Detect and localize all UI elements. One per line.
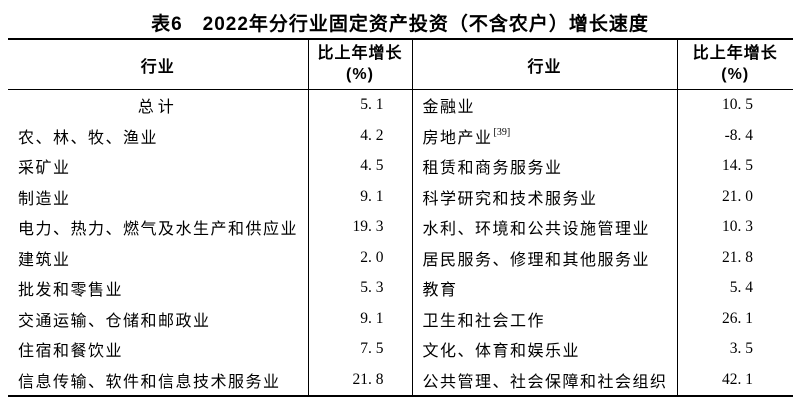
industry-cell-left: 建筑业 bbox=[8, 242, 309, 273]
growth-header-line2: (%) bbox=[721, 65, 750, 83]
industry-cell-right: 卫生和社会工作 bbox=[412, 303, 678, 334]
industry-cell-right: 水利、环境和公共设施管理业 bbox=[412, 212, 678, 243]
growth-cell-left: 21. 8 bbox=[308, 364, 413, 396]
industry-cell-right: 公共管理、社会保障和社会组织 bbox=[412, 364, 678, 396]
table-row: 制造业 9. 1 科学研究和技术服务业 21. 0 bbox=[8, 181, 793, 212]
table-row: 信息传输、软件和信息技术服务业 21. 8 公共管理、社会保障和社会组织 42.… bbox=[8, 364, 793, 396]
industry-cell-right: 科学研究和技术服务业 bbox=[412, 181, 678, 212]
growth-cell-right: 26. 1 bbox=[722, 309, 753, 327]
industry-cell-left: 住宿和餐饮业 bbox=[8, 334, 309, 365]
growth-cell-right: 21. 0 bbox=[722, 187, 753, 205]
col-header-growth-right: 比上年增长 (%) bbox=[677, 39, 793, 90]
industry-cell-left: 总计 bbox=[8, 89, 309, 121]
footnote-ref-39: [39] bbox=[493, 127, 511, 139]
industry-cell-right: 金融业 bbox=[412, 89, 678, 121]
industry-cell-left: 采矿业 bbox=[8, 151, 309, 182]
growth-cell-right: 10. 5 bbox=[722, 96, 753, 114]
growth-cell-left: 5. 3 bbox=[308, 273, 413, 304]
growth-cell-left: 4. 2 bbox=[308, 120, 413, 151]
industry-growth-table: 行业 比上年增长 (%) 行业 比上年增长 (%) 总计 5. 1 金融业 10… bbox=[8, 38, 793, 397]
growth-cell-left: 5. 1 bbox=[308, 89, 413, 121]
table-row: 采矿业 4. 5 租赁和商务服务业 14. 5 bbox=[8, 151, 793, 182]
table-title: 表6 2022年分行业固定资产投资（不含农户）增长速度 bbox=[151, 14, 649, 35]
industry-cell-left: 电力、热力、燃气及水生产和供应业 bbox=[8, 212, 309, 243]
industry-cell-left: 制造业 bbox=[8, 181, 309, 212]
growth-cell-right: 21. 8 bbox=[722, 248, 753, 266]
col-header-industry-left: 行业 bbox=[8, 39, 309, 90]
table-row: 住宿和餐饮业 7. 5 文化、体育和娱乐业 3. 5 bbox=[8, 334, 793, 365]
industry-cell-left: 农、林、牧、渔业 bbox=[8, 120, 309, 151]
col-header-growth-left: 比上年增长 (%) bbox=[308, 39, 413, 90]
growth-cell-left: 7. 5 bbox=[308, 334, 413, 365]
table-row: 交通运输、仓储和邮政业 9. 1 卫生和社会工作 26. 1 bbox=[8, 303, 793, 334]
table-header-row: 行业 比上年增长 (%) 行业 比上年增长 (%) bbox=[8, 39, 793, 90]
growth-cell-left: 9. 1 bbox=[308, 181, 413, 212]
growth-cell-left: 19. 3 bbox=[308, 212, 413, 243]
growth-cell-right: 10. 3 bbox=[722, 218, 753, 236]
growth-cell-right: -8. 4 bbox=[724, 126, 753, 144]
table-row: 建筑业 2. 0 居民服务、修理和其他服务业 21. 8 bbox=[8, 242, 793, 273]
growth-cell-right: 42. 1 bbox=[722, 370, 753, 388]
growth-cell-right: 14. 5 bbox=[722, 157, 753, 175]
table-row: 电力、热力、燃气及水生产和供应业 19. 3 水利、环境和公共设施管理业 10.… bbox=[8, 212, 793, 243]
growth-cell-left: 4. 5 bbox=[308, 151, 413, 182]
col-header-industry-right: 行业 bbox=[412, 39, 678, 90]
industry-cell-right: 租赁和商务服务业 bbox=[412, 151, 678, 182]
growth-header-line1: 比上年增长 bbox=[692, 44, 778, 62]
industry-cell-left: 批发和零售业 bbox=[8, 273, 309, 304]
industry-cell-right: 房地产业[39] bbox=[412, 120, 678, 151]
growth-header-line2: (%) bbox=[346, 65, 374, 83]
growth-cell-right: 5. 4 bbox=[729, 279, 753, 297]
industry-cell-right: 居民服务、修理和其他服务业 bbox=[412, 242, 678, 273]
industry-label: 房地产业 bbox=[422, 129, 493, 147]
table-row: 批发和零售业 5. 3 教育 5. 4 bbox=[8, 273, 793, 304]
growth-cell-left: 9. 1 bbox=[308, 303, 413, 334]
table-row: 农、林、牧、渔业 4. 2 房地产业[39] -8. 4 bbox=[8, 120, 793, 151]
industry-cell-right: 教育 bbox=[412, 273, 678, 304]
industry-cell-right: 文化、体育和娱乐业 bbox=[412, 334, 678, 365]
industry-cell-left: 信息传输、软件和信息技术服务业 bbox=[8, 364, 309, 396]
table-row: 总计 5. 1 金融业 10. 5 bbox=[8, 89, 793, 121]
industry-cell-left: 交通运输、仓储和邮政业 bbox=[8, 303, 309, 334]
growth-cell-right: 3. 5 bbox=[729, 340, 753, 358]
growth-header-line1: 比上年增长 bbox=[317, 44, 403, 62]
growth-cell-left: 2. 0 bbox=[308, 242, 413, 273]
